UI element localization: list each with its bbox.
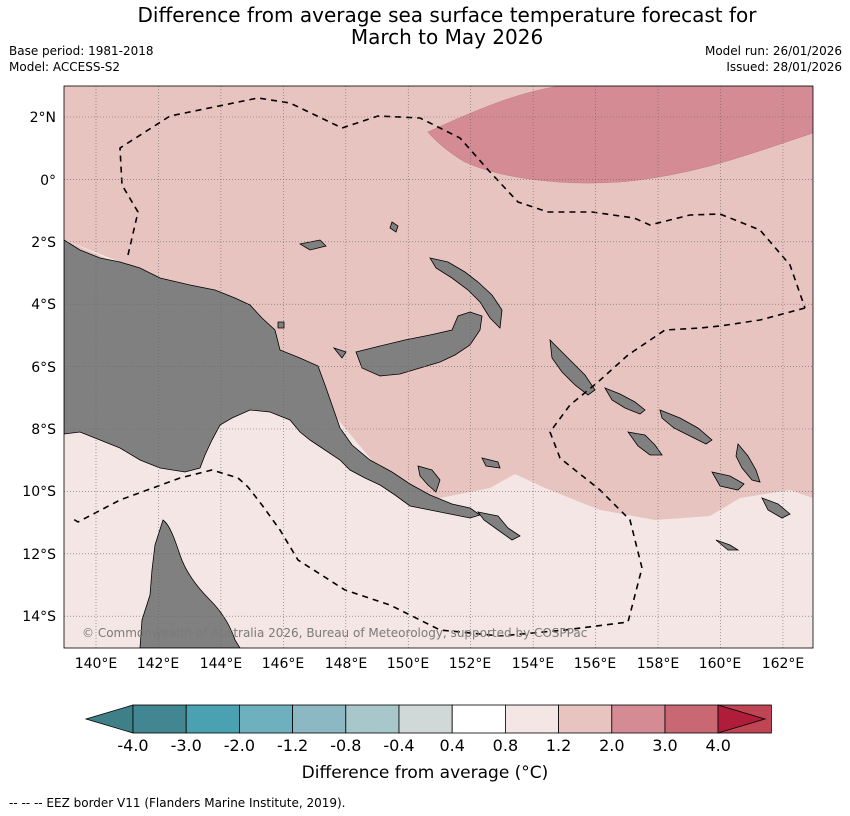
eez-borders — [69, 97, 806, 637]
title-line-1: Difference from average sea surface temp… — [137, 3, 757, 27]
colorbar-title: Difference from average (°C) — [301, 763, 549, 783]
lon-label: 146°E — [262, 656, 305, 672]
choiseul-land — [604, 387, 646, 415]
chart-title: Difference from average sea surface temp… — [0, 4, 850, 48]
colorbar: -4.0 -3.0 -2.0 -1.2 -0.8 -0.4 0.4 0.8 1.2 2.0 3.0 4… — [84, 704, 772, 755]
colorbar-over-arrow — [717, 704, 767, 734]
makira-land — [711, 471, 745, 491]
colorbar-tick-label: -0.8 — [330, 736, 361, 755]
colorbar-tick-label: 1.2 — [546, 736, 571, 755]
colorbar-tick-label: -4.0 — [117, 736, 148, 755]
copyright-notice: © Commonwealth of Australia 2026, Bureau… — [82, 626, 587, 640]
new-britain-land — [355, 311, 483, 377]
colorbar-cell — [611, 704, 666, 734]
colorbar-cell — [504, 704, 559, 734]
colorbar-tick-label: 0.4 — [439, 736, 464, 755]
colorbar-under-arrow — [84, 704, 134, 734]
manus-land — [298, 239, 327, 251]
lon-label: 150°E — [387, 656, 430, 672]
lon-label: 156°E — [574, 656, 617, 672]
lon-label: 148°E — [325, 656, 368, 672]
anomaly-region-1-2-2-0 — [427, 86, 813, 184]
new-guinea-land — [64, 239, 481, 519]
rennell-small-land — [715, 539, 740, 551]
lat-label: 10°S — [22, 484, 56, 500]
colorbar-cell — [398, 704, 453, 734]
anomaly-region-0-4-0-8 — [64, 398, 813, 648]
eez-footnote: -- -- -- EEZ border V11 (Flanders Marine… — [9, 796, 346, 810]
colorbar-cell — [664, 704, 719, 734]
colorbar-cell — [558, 704, 613, 734]
anomaly-region-small — [64, 240, 120, 262]
lat-label: 14°S — [22, 609, 56, 625]
map-area: © Commonwealth of Australia 2026, Bureau… — [64, 86, 813, 648]
colorbar-tick-label: -1.2 — [277, 736, 308, 755]
lat-label: 0° — [40, 173, 56, 189]
map-figure: © Commonwealth of Australia 2026, Bureau… — [22, 85, 814, 755]
colorbar-cell — [345, 704, 400, 734]
guadalcanal-land — [627, 431, 663, 456]
colorbar-labels: -4.0 -3.0 -2.0 -1.2 -0.8 -0.4 0.4 0.8 1.2 2.0 3.0 4… — [117, 736, 731, 755]
long-island-land — [332, 347, 347, 359]
eez-png-south — [69, 307, 806, 637]
colorbar-cell — [451, 704, 506, 734]
malaita-land — [735, 443, 761, 483]
map-frame — [63, 85, 814, 649]
title-line-2: March to May 2026 — [350, 25, 544, 49]
colorbar-tick-label: 2.0 — [599, 736, 624, 755]
colorbar-cells — [132, 704, 772, 734]
lon-label: 158°E — [637, 656, 680, 672]
lat-label: 2°N — [30, 110, 56, 126]
lon-label: 142°E — [137, 656, 180, 672]
colorbar-cell — [132, 704, 187, 734]
eez-png-north — [119, 97, 806, 309]
issued-date: Issued: 28/01/2026 — [726, 60, 842, 74]
lon-label: 154°E — [512, 656, 555, 672]
model-name: Model: ACCESS-S2 — [9, 60, 121, 74]
lon-label: 152°E — [449, 656, 492, 672]
lat-label: 8°S — [31, 422, 56, 438]
lon-label: 162°E — [762, 656, 805, 672]
bougainville-land — [549, 338, 596, 396]
colorbar-tick-label: -3.0 — [171, 736, 202, 755]
latitude-labels: 2°N 0° 2°S 4°S 6°S 8°S 10°S 12°S 14°S — [22, 110, 56, 625]
new-ireland-land — [429, 257, 503, 329]
santa-isabel-land — [659, 409, 713, 445]
lon-label: 144°E — [200, 656, 243, 672]
lat-label: 6°S — [31, 360, 56, 376]
lon-label: 140°E — [75, 656, 118, 672]
colorbar-cell — [292, 704, 347, 734]
colorbar-tick-label: 4.0 — [705, 736, 730, 755]
colorbar-cell — [185, 704, 240, 734]
colorbar-tick-label: -2.0 — [224, 736, 255, 755]
lat-label: 4°S — [31, 297, 56, 313]
colorbar-tick-label: -0.4 — [383, 736, 414, 755]
louisiade-land — [477, 511, 521, 541]
lon-label: 160°E — [699, 656, 742, 672]
trobriand-land — [481, 457, 501, 469]
lat-label: 2°S — [31, 235, 56, 251]
lat-label: 12°S — [22, 547, 56, 563]
colorbar-tick-label: 3.0 — [652, 736, 677, 755]
meta-right: Model run: 26/01/2026 Issued: 28/01/2026 — [705, 43, 842, 75]
base-period: Base period: 1981-2018 — [9, 44, 154, 58]
longitude-labels: 140°E 142°E 144°E 146°E 148°E 150°E 152°… — [75, 656, 805, 672]
meta-left: Base period: 1981-2018 Model: ACCESS-S2 — [9, 43, 154, 75]
dentrecasteaux-land — [417, 465, 441, 493]
colorbar-cell — [238, 704, 293, 734]
graticule — [64, 86, 813, 648]
small-island — [389, 221, 399, 233]
model-run: Model run: 26/01/2026 — [704, 44, 842, 58]
colorbar-tick-label: 0.8 — [493, 736, 518, 755]
karkar-land — [277, 321, 285, 329]
